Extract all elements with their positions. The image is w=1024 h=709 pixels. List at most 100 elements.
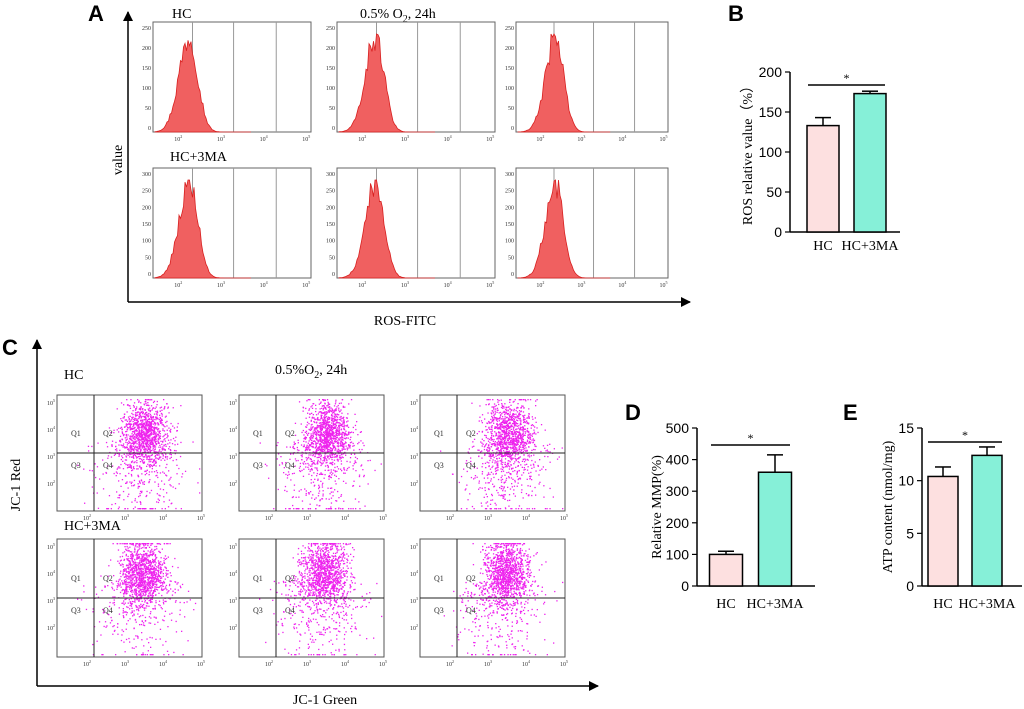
scatter-dot [508, 468, 511, 470]
scatter-dot [333, 410, 335, 412]
scatter-dot [316, 461, 319, 464]
scatter-dot [134, 453, 136, 456]
scatter-dot [500, 446, 502, 448]
scatter-dot [523, 447, 525, 450]
scatter-dot [286, 490, 288, 493]
panel-c-condition: 0.5%O2, 24h [275, 363, 347, 381]
scatter-dot [518, 414, 520, 416]
scatter-dot [125, 447, 127, 449]
scatter-dot [148, 436, 150, 438]
scatter-dot [520, 419, 522, 421]
scatter-dot [321, 486, 324, 488]
scatter-dot [153, 578, 155, 580]
scatter-dot [142, 429, 144, 431]
scatter-dot [126, 482, 128, 484]
scatter-dot [513, 448, 515, 450]
scatter-dot [330, 491, 332, 493]
scatter-dot [506, 445, 509, 447]
scatter-dot [122, 444, 124, 447]
scatter-dot [523, 418, 525, 420]
scatter-dot [532, 425, 535, 427]
scatter-dot [522, 415, 524, 417]
scatter-dot [169, 484, 171, 486]
scatter-dot [479, 416, 481, 418]
scatter-dot [300, 444, 303, 446]
scatter-dot [131, 577, 133, 579]
scatter-dot [159, 465, 161, 467]
scatter-dot [306, 444, 308, 446]
scatter-dot [502, 437, 504, 439]
scatter-dot [315, 452, 317, 455]
scatter-dot [132, 426, 134, 428]
scatter-dot [523, 420, 525, 423]
scatter-dot [519, 441, 522, 444]
scatter-dot [318, 411, 320, 413]
scatter-dot [137, 508, 139, 510]
scatter-dot [506, 420, 509, 422]
scatter-dot [316, 426, 318, 428]
scatter-dot [147, 455, 150, 457]
scatter-dot [141, 419, 143, 421]
bar [853, 92, 887, 233]
scatter-dot [519, 424, 521, 426]
scatter-dot [125, 574, 127, 576]
scatter-dot [148, 480, 150, 483]
scatter-dot [510, 448, 512, 450]
scatter-dot [320, 462, 322, 464]
scatter-dot [133, 462, 135, 464]
scatter-y-tick-label: 103 [47, 452, 55, 461]
scatter-dot [124, 475, 127, 477]
scatter-dot [513, 426, 515, 428]
scatter-dot [515, 413, 517, 415]
scatter-dot [159, 433, 161, 435]
scatter-dot [305, 492, 307, 495]
scatter-dot [513, 429, 515, 432]
scatter-dot [157, 579, 159, 581]
category-label: HC+3MA [842, 239, 900, 254]
scatter-dot [335, 433, 337, 436]
scatter-dot [338, 426, 340, 428]
scatter-dot [502, 420, 504, 422]
scatter-dot [157, 418, 159, 420]
scatter-dot [520, 429, 522, 431]
scatter-dot [342, 456, 344, 459]
scatter-dot [138, 423, 140, 425]
scatter-dot [340, 402, 342, 404]
scatter-dot [500, 440, 502, 442]
scatter-dot [346, 467, 349, 470]
scatter-dot [130, 420, 132, 422]
scatter-dot [323, 459, 325, 461]
scatter-dot [155, 545, 158, 548]
scatter-dot [329, 441, 332, 443]
scatter-dot [330, 456, 332, 459]
scatter-dot [144, 556, 146, 559]
scatter-dot [516, 470, 518, 473]
scatter-dot [485, 482, 487, 484]
scatter-dot [486, 422, 488, 424]
scatter-dot [310, 428, 313, 431]
scatter-dot [507, 409, 509, 411]
scatter-dot [163, 430, 166, 432]
scatter-dot [317, 459, 319, 461]
scatter-dot [499, 418, 501, 420]
scatter-dot [335, 413, 337, 416]
scatter-dot [130, 423, 133, 425]
scatter-dot [503, 496, 505, 498]
hist-y-tick-label: 300 [326, 172, 335, 178]
hist-y-tick-label: 200 [142, 46, 151, 52]
scatter-dot [143, 462, 145, 464]
scatter-dot [130, 482, 132, 485]
scatter-dot [527, 455, 529, 457]
scatter-dot [490, 453, 492, 455]
scatter-dot [142, 422, 145, 425]
scatter-dot [142, 420, 144, 422]
scatter-dot [122, 417, 124, 419]
scatter-dot [295, 508, 297, 510]
scatter-dot [500, 438, 502, 440]
scatter-dot [514, 448, 516, 451]
scatter-dot [521, 436, 523, 438]
scatter-dot [326, 418, 329, 420]
scatter-dot [146, 428, 149, 431]
scatter-dot [77, 464, 79, 466]
